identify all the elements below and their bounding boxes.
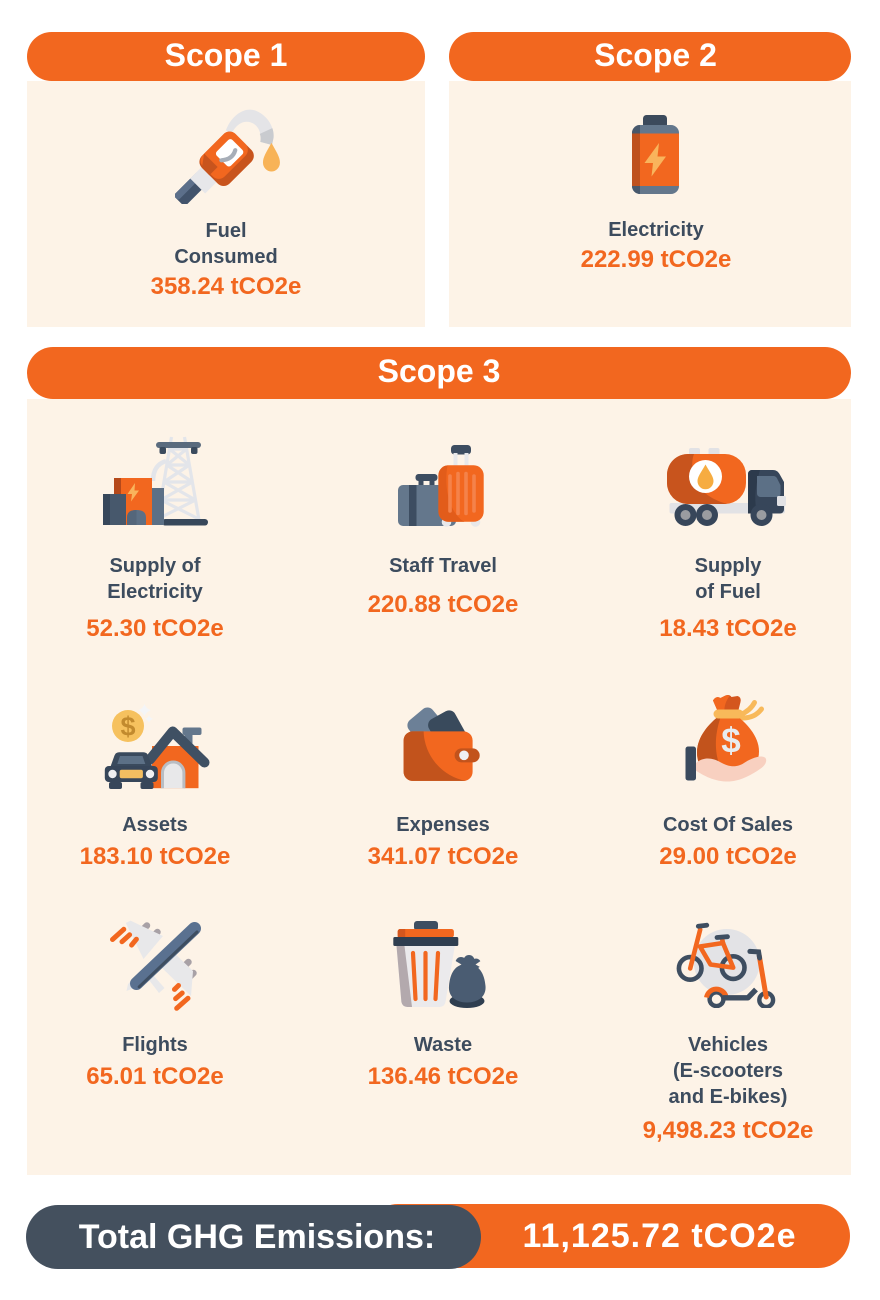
svg-text:$: $ <box>120 712 135 742</box>
svg-text:$: $ <box>721 722 740 761</box>
